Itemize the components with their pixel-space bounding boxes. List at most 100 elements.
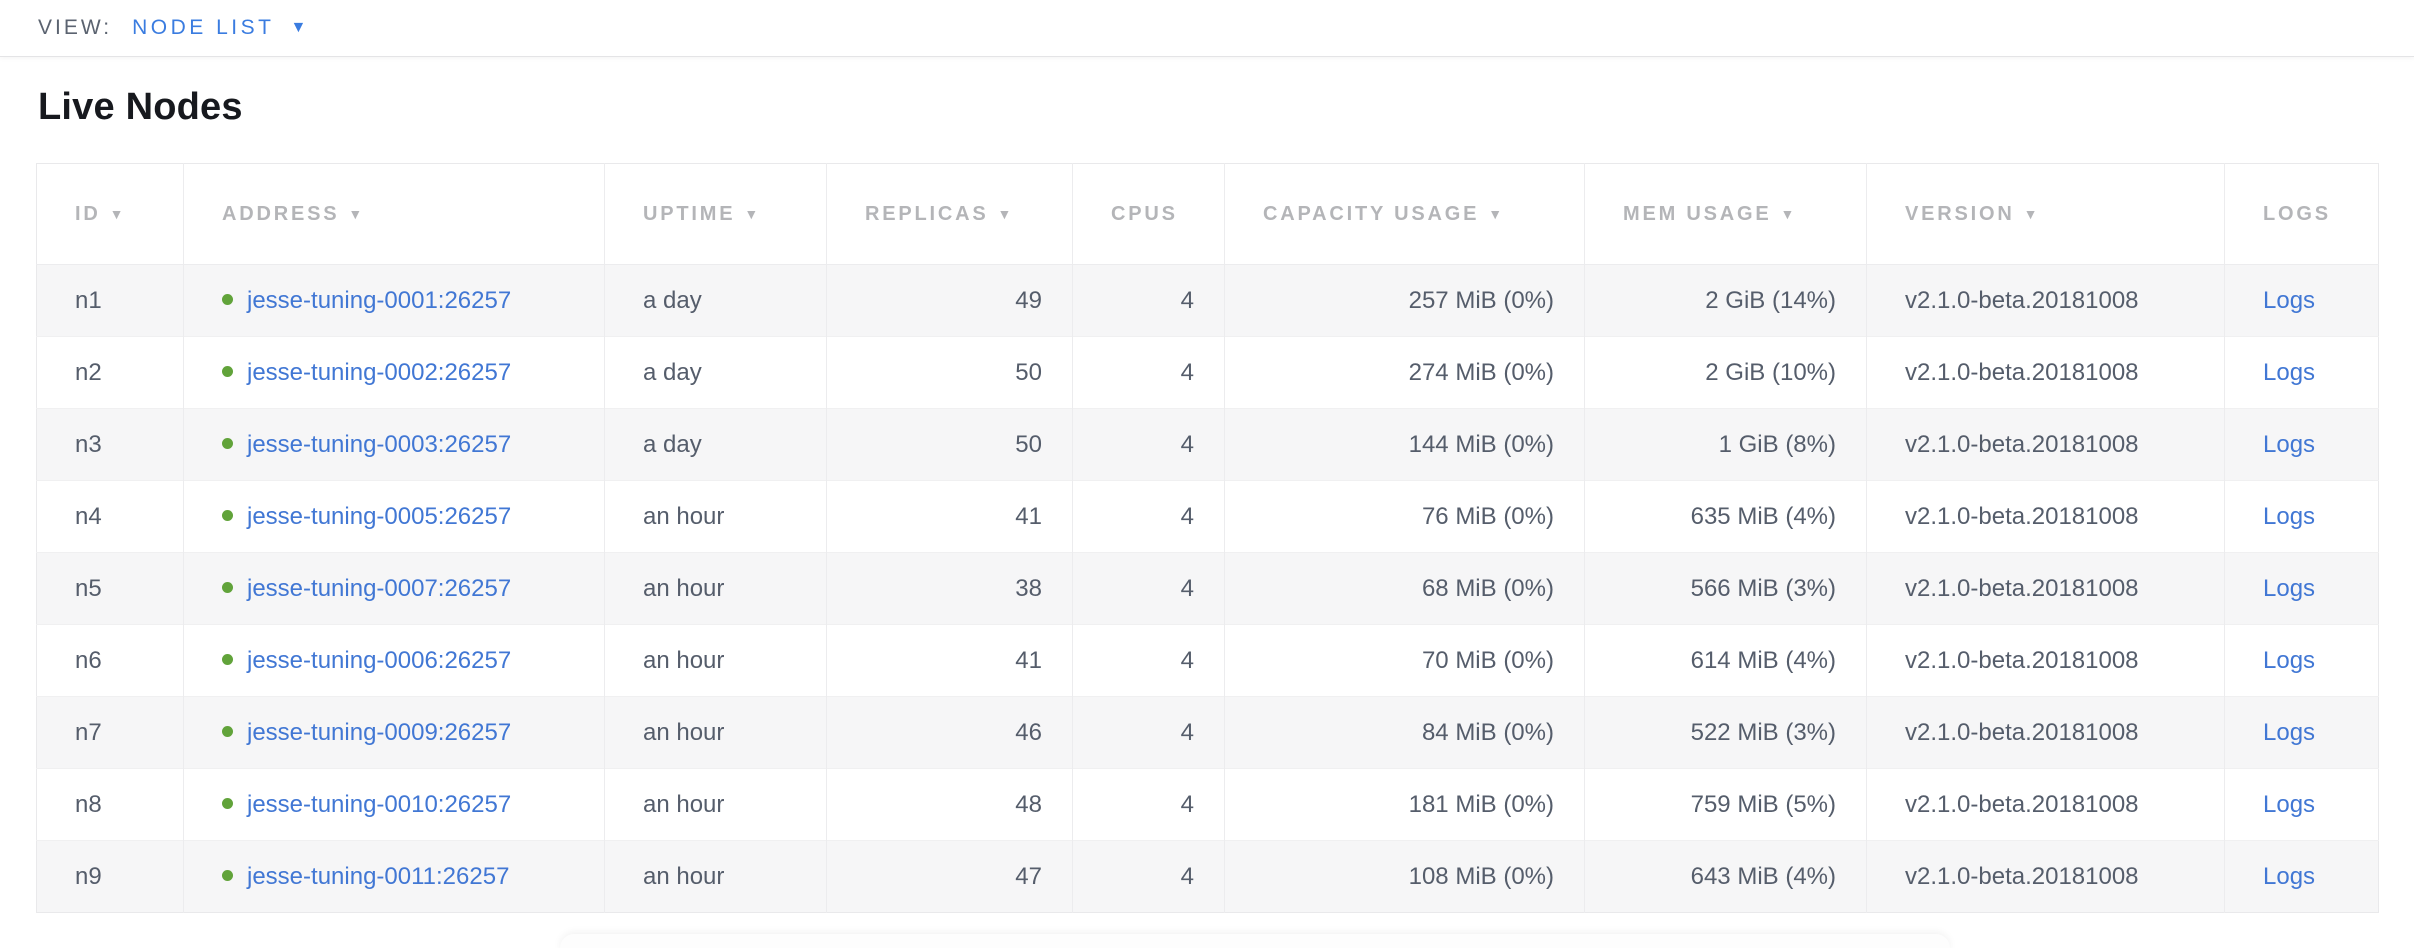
- node-status-healthy-icon: [222, 653, 233, 665]
- node-status-healthy-icon: [222, 293, 233, 305]
- address-link[interactable]: jesse-tuning-0003:26257: [247, 430, 512, 458]
- sort-caret-icon: ▼: [1780, 205, 1798, 222]
- sort-caret-icon: ▼: [997, 205, 1015, 222]
- column-header-label: UPTIME: [643, 202, 736, 225]
- address-link[interactable]: jesse-tuning-0011:26257: [247, 862, 510, 890]
- column-header-address[interactable]: ADDRESS ▼: [183, 163, 605, 265]
- column-header-mem[interactable]: MEM USAGE ▼: [1584, 163, 1867, 265]
- cell-capacity: 68 MiB (0%): [1224, 552, 1585, 625]
- address-link[interactable]: jesse-tuning-0010:26257: [247, 790, 512, 818]
- logs-link[interactable]: Logs: [2263, 502, 2316, 530]
- table-row: n2 jesse-tuning-0002:26257 a day 50 4 274 MiB…: [36, 336, 2379, 409]
- cell-capacity: 84 MiB (0%): [1224, 696, 1585, 769]
- cell-logs: Logs: [2224, 768, 2379, 841]
- cell-cpus: 4: [1072, 840, 1225, 913]
- address-link[interactable]: jesse-tuning-0007:26257: [247, 574, 512, 602]
- node-status-healthy-icon: [222, 509, 233, 521]
- logs-link[interactable]: Logs: [2263, 862, 2316, 890]
- logs-link[interactable]: Logs: [2263, 646, 2316, 674]
- cell-version: v2.1.0-beta.20181008: [1866, 408, 2225, 481]
- cell-id: n3: [36, 408, 184, 481]
- address-link[interactable]: jesse-tuning-0001:26257: [247, 286, 512, 314]
- address-link[interactable]: jesse-tuning-0006:26257: [247, 646, 512, 674]
- cell-address: jesse-tuning-0009:26257: [183, 696, 605, 769]
- cell-replicas: 41: [826, 480, 1073, 553]
- column-header-replicas[interactable]: REPLICAS ▼: [826, 163, 1073, 265]
- chevron-down-icon: ▼: [290, 19, 307, 36]
- cell-capacity: 108 MiB (0%): [1224, 840, 1585, 913]
- cell-version: v2.1.0-beta.20181008: [1866, 336, 2225, 409]
- logs-link[interactable]: Logs: [2263, 790, 2316, 818]
- cell-version: v2.1.0-beta.20181008: [1866, 696, 2225, 769]
- cell-id: n7: [36, 696, 184, 769]
- logs-link[interactable]: Logs: [2263, 718, 2316, 746]
- cell-id: n5: [36, 552, 184, 625]
- cell-address: jesse-tuning-0006:26257: [183, 624, 605, 697]
- column-header-label: CAPACITY USAGE: [1263, 202, 1480, 225]
- cell-replicas: 47: [826, 840, 1073, 913]
- node-status-healthy-icon: [222, 581, 233, 593]
- cell-uptime: a day: [604, 264, 827, 337]
- page-title: Live Nodes: [38, 86, 243, 128]
- column-header-label: REPLICAS: [865, 202, 989, 225]
- column-header-version[interactable]: VERSION ▼: [1866, 163, 2225, 265]
- cell-cpus: 4: [1072, 768, 1225, 841]
- column-header-capacity[interactable]: CAPACITY USAGE ▼: [1224, 163, 1585, 265]
- column-header-cpus: CPUS: [1072, 163, 1225, 265]
- cell-id: n9: [36, 840, 184, 913]
- cell-mem: 759 MiB (5%): [1584, 768, 1867, 841]
- sort-caret-icon: ▼: [109, 205, 127, 222]
- cell-cpus: 4: [1072, 408, 1225, 481]
- cell-uptime: an hour: [604, 768, 827, 841]
- column-header-label: CPUS: [1111, 202, 1178, 225]
- view-bar: VIEW: NODE LIST ▼: [0, 0, 2414, 57]
- node-status-healthy-icon: [222, 725, 233, 737]
- cell-logs: Logs: [2224, 480, 2379, 553]
- logs-link[interactable]: Logs: [2263, 574, 2316, 602]
- column-header-uptime[interactable]: UPTIME ▼: [604, 163, 827, 265]
- cell-replicas: 41: [826, 624, 1073, 697]
- cell-mem: 1 GiB (8%): [1584, 408, 1867, 481]
- cell-uptime: a day: [604, 336, 827, 409]
- view-selected-value: NODE LIST: [132, 16, 275, 39]
- cell-logs: Logs: [2224, 840, 2379, 913]
- table-row: n4 jesse-tuning-0005:26257 an hour 41 4 76 Mi…: [36, 480, 2379, 553]
- bottom-panel-edge: [560, 934, 1950, 948]
- cell-logs: Logs: [2224, 264, 2379, 337]
- cell-cpus: 4: [1072, 624, 1225, 697]
- cell-id: n4: [36, 480, 184, 553]
- logs-link[interactable]: Logs: [2263, 286, 2316, 314]
- live-nodes-table: ID ▼ ADDRESS ▼ UPTIME ▼ REPLICAS ▼ CPUS CAPACITY …: [36, 163, 2379, 913]
- table-row: n3 jesse-tuning-0003:26257 a day 50 4 144 MiB…: [36, 408, 2379, 481]
- table-header: ID ▼ ADDRESS ▼ UPTIME ▼ REPLICAS ▼ CPUS CAPACITY …: [36, 163, 2379, 265]
- logs-link[interactable]: Logs: [2263, 430, 2316, 458]
- cell-cpus: 4: [1072, 336, 1225, 409]
- address-link[interactable]: jesse-tuning-0005:26257: [247, 502, 512, 530]
- address-link[interactable]: jesse-tuning-0002:26257: [247, 358, 512, 386]
- cell-replicas: 50: [826, 336, 1073, 409]
- cell-address: jesse-tuning-0007:26257: [183, 552, 605, 625]
- cell-logs: Logs: [2224, 408, 2379, 481]
- cell-logs: Logs: [2224, 336, 2379, 409]
- cell-replicas: 38: [826, 552, 1073, 625]
- cell-capacity: 70 MiB (0%): [1224, 624, 1585, 697]
- logs-link[interactable]: Logs: [2263, 358, 2316, 386]
- cell-address: jesse-tuning-0005:26257: [183, 480, 605, 553]
- cell-mem: 643 MiB (4%): [1584, 840, 1867, 913]
- sort-caret-icon: ▼: [744, 205, 762, 222]
- cell-capacity: 274 MiB (0%): [1224, 336, 1585, 409]
- cell-version: v2.1.0-beta.20181008: [1866, 552, 2225, 625]
- cell-version: v2.1.0-beta.20181008: [1866, 264, 2225, 337]
- column-header-id[interactable]: ID ▼: [36, 163, 184, 265]
- cell-address: jesse-tuning-0002:26257: [183, 336, 605, 409]
- table-row: n1 jesse-tuning-0001:26257 a day 49 4 257 MiB…: [36, 264, 2379, 337]
- cell-mem: 614 MiB (4%): [1584, 624, 1867, 697]
- cell-logs: Logs: [2224, 624, 2379, 697]
- cell-cpus: 4: [1072, 696, 1225, 769]
- view-selector-dropdown[interactable]: NODE LIST ▼: [132, 16, 306, 40]
- cell-id: n6: [36, 624, 184, 697]
- address-link[interactable]: jesse-tuning-0009:26257: [247, 718, 512, 746]
- sort-caret-icon: ▼: [1488, 205, 1505, 222]
- table-row: n7 jesse-tuning-0009:26257 an hour 46 4 84 Mi…: [36, 696, 2379, 769]
- live-nodes-table-wrap: ID ▼ ADDRESS ▼ UPTIME ▼ REPLICAS ▼ CPUS CAPACITY …: [36, 163, 2379, 913]
